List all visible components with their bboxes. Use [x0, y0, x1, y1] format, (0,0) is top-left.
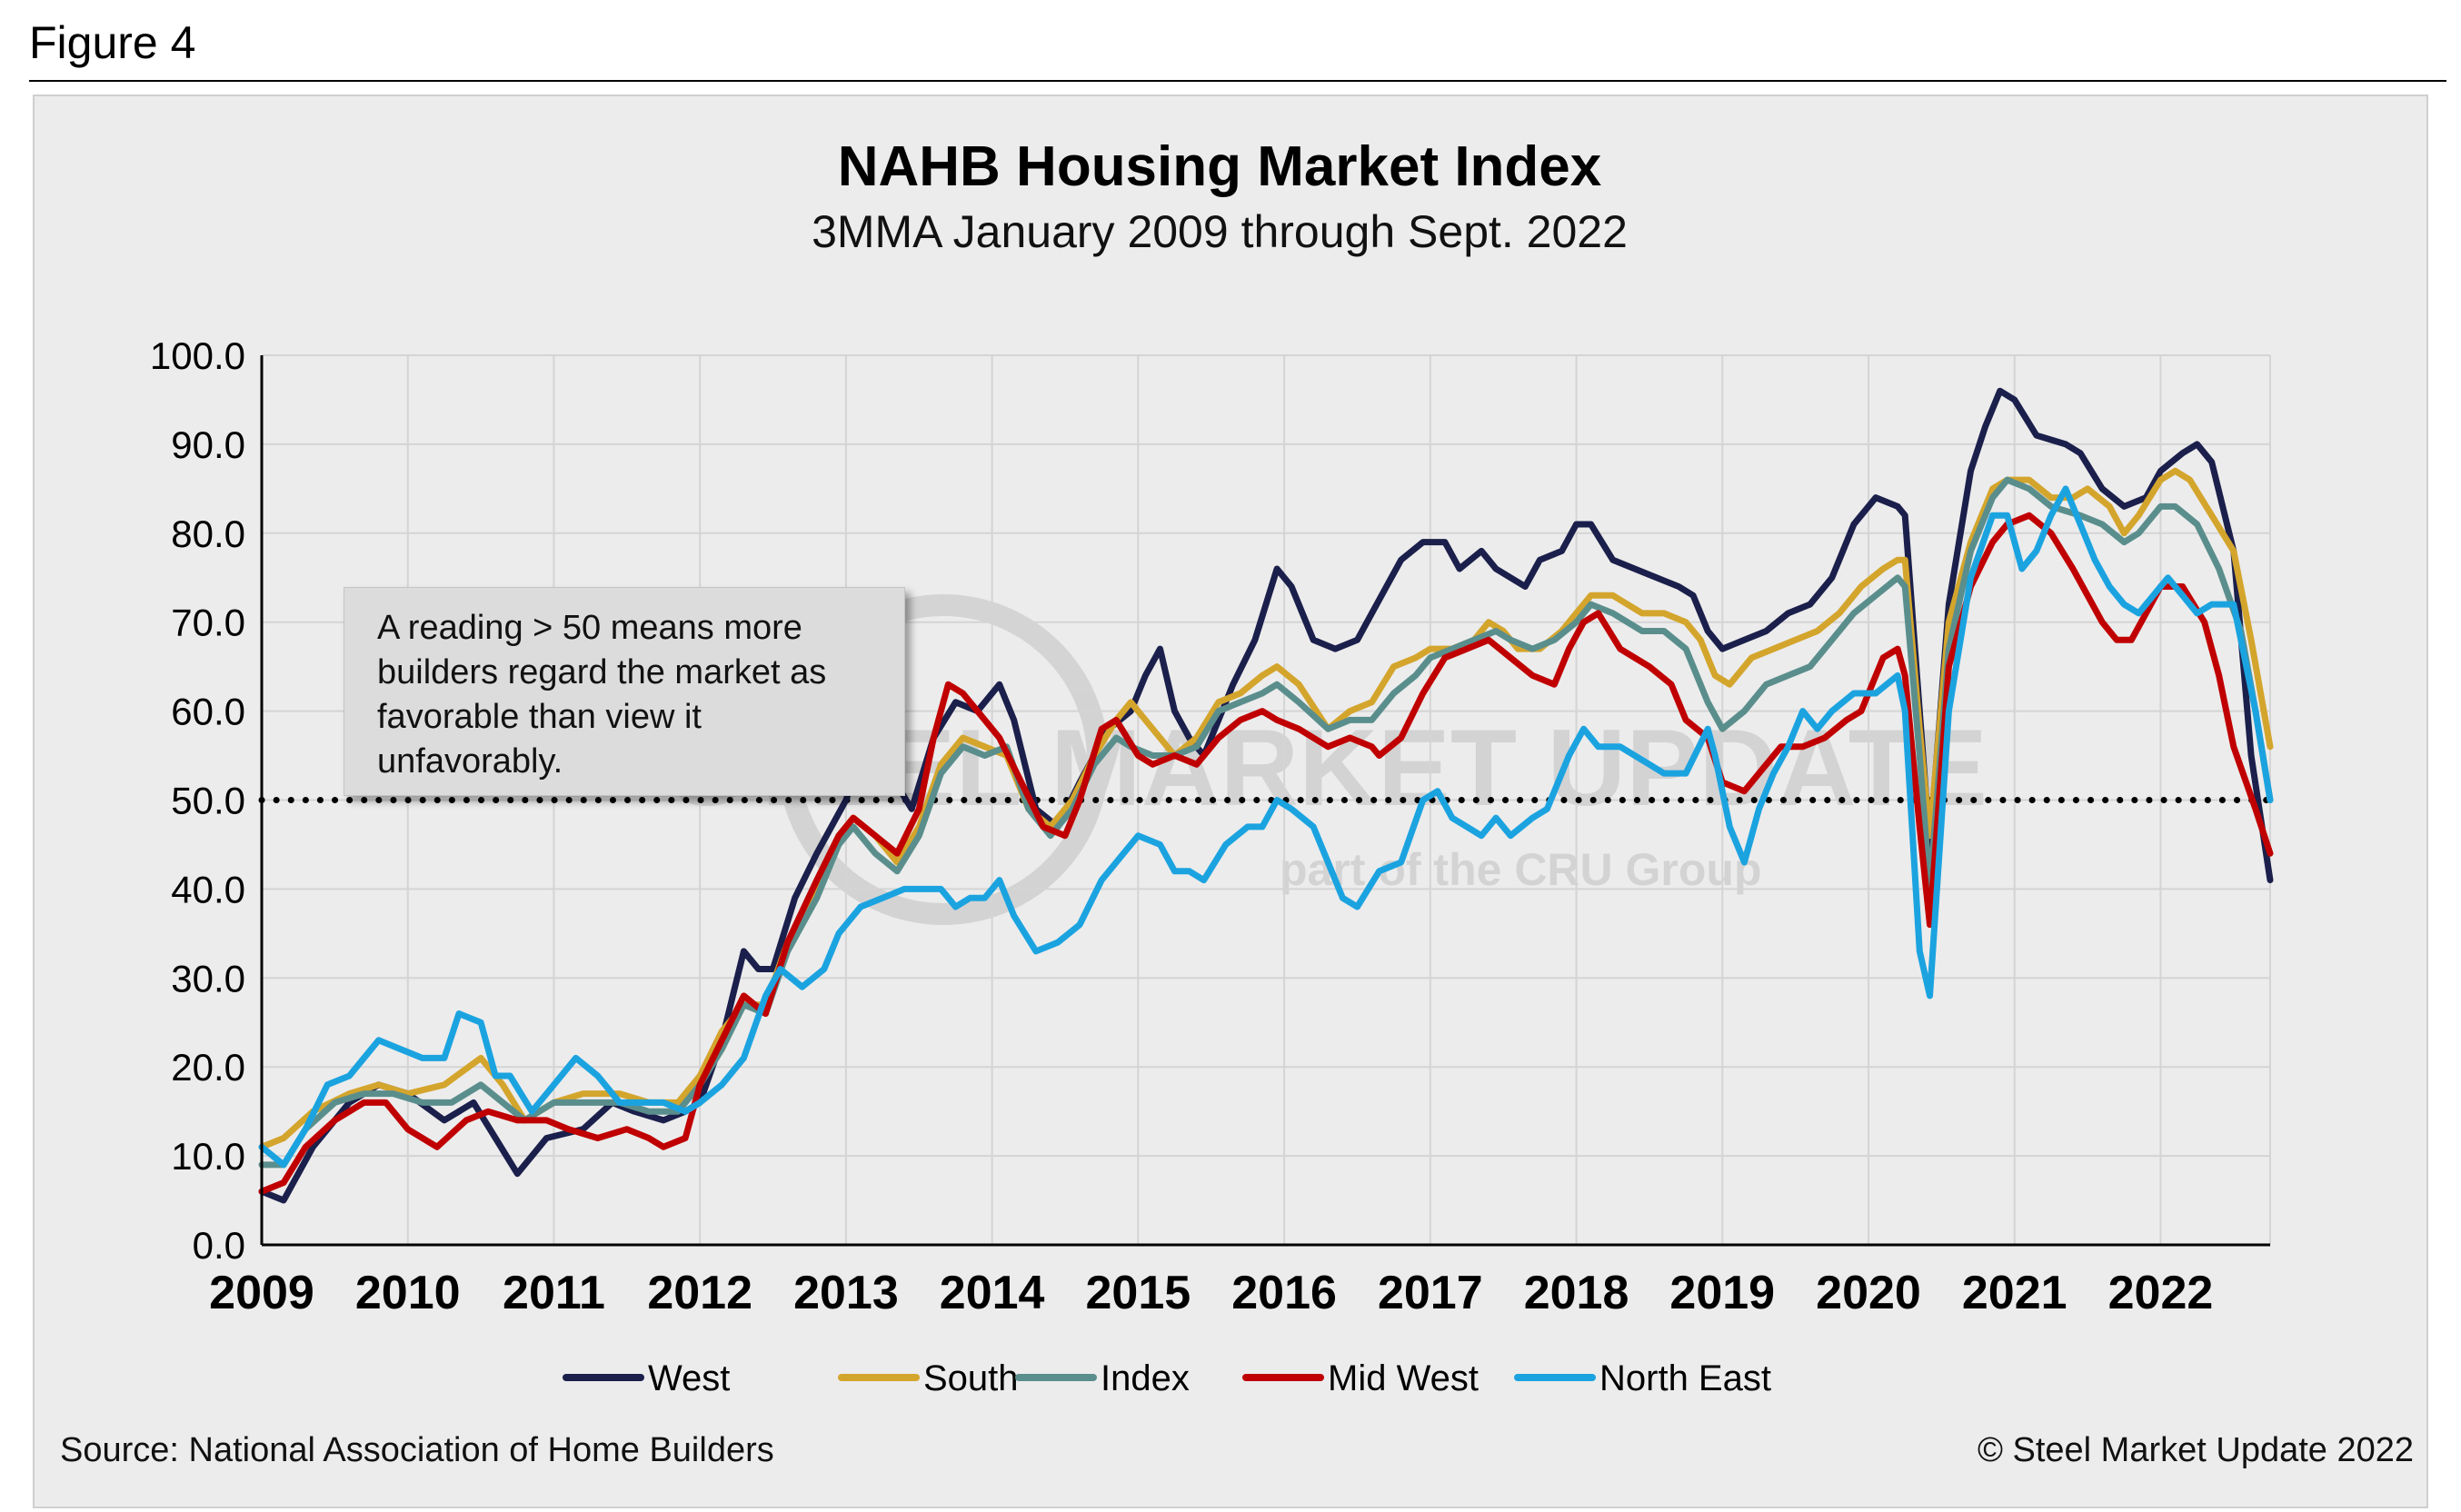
- figure-label: Figure 4: [29, 17, 196, 68]
- x-tick-label: 2009: [209, 1267, 314, 1319]
- y-tick-label: 90.0: [171, 423, 245, 466]
- x-tick-label: 2016: [1231, 1267, 1337, 1319]
- series-line-south: [258, 467, 2274, 1150]
- y-tick-label: 80.0: [171, 512, 245, 555]
- legend-label-mid-west: Mid West: [1328, 1358, 1479, 1398]
- annotation-text: A reading > 50 means more builders regar…: [377, 609, 827, 781]
- x-tick-label: 2018: [1524, 1267, 1629, 1319]
- x-tick-label: 2022: [2108, 1267, 2214, 1319]
- chart-subtitle: 3MMA January 2009 through Sept. 2022: [812, 206, 1628, 257]
- figure-divider: [29, 80, 2446, 82]
- y-tick-labels: 0.0 10.0 20.0 30.0 40.0 50.0 60.0 70.0 80.0 90.0 1…: [150, 334, 245, 1267]
- series-line-mid-west: [258, 512, 2274, 1195]
- y-tick-label: 10.0: [171, 1135, 245, 1178]
- source-note: Source: National Association of Home Bui…: [60, 1431, 774, 1469]
- chart-title: NAHB Housing Market Index: [838, 135, 1602, 198]
- x-tick-label: 2010: [355, 1267, 461, 1319]
- x-tick-label: 2014: [940, 1267, 1045, 1319]
- x-tick-label: 2011: [503, 1267, 605, 1319]
- legend-label-west: West: [648, 1358, 730, 1398]
- x-tick-label: 2013: [793, 1267, 899, 1319]
- series-line-index: [258, 476, 2274, 1169]
- y-tick-label: 50.0: [171, 780, 245, 822]
- series-line-west: [258, 387, 2274, 1204]
- x-tick-labels: 2009 2010 2011 2012 2013 2014 2015 2016 2017 2018…: [209, 1267, 2213, 1319]
- copyright-note: © Steel Market Update 2022: [1977, 1431, 2414, 1469]
- x-tick-label: 2020: [1816, 1267, 1921, 1319]
- series-group: [258, 387, 2274, 1204]
- x-tick-label: 2015: [1086, 1267, 1191, 1319]
- legend: West South Index Mid West North East: [563, 1358, 1771, 1398]
- y-tick-label: 20.0: [171, 1046, 245, 1089]
- x-tick-label: 2019: [1669, 1267, 1775, 1319]
- chart-panel: NAHB Housing Market Index 3MMA January 2…: [33, 94, 2428, 1508]
- y-tick-label: 60.0: [171, 691, 245, 733]
- x-tick-label: 2017: [1378, 1267, 1483, 1319]
- chart-svg: NAHB Housing Market Index 3MMA January 2…: [150, 135, 2274, 1398]
- y-tick-label: 0.0: [193, 1224, 245, 1267]
- annotation-box: A reading > 50 means more builders regar…: [344, 587, 905, 796]
- y-tick-label: 30.0: [171, 957, 245, 1000]
- x-tick-label: 2021: [1962, 1267, 2067, 1319]
- y-tick-label: 40.0: [171, 868, 245, 910]
- legend-label-north-east: North East: [1599, 1358, 1771, 1398]
- y-tick-label: 100.0: [150, 334, 245, 377]
- watermark-tagline: part of the CRU Group: [1280, 844, 1762, 895]
- series-line-north-east: [258, 485, 2274, 1169]
- legend-label-south: South: [923, 1358, 1019, 1398]
- y-tick-label: 70.0: [171, 602, 245, 644]
- legend-label-index: Index: [1101, 1358, 1190, 1398]
- x-tick-label: 2012: [647, 1267, 752, 1319]
- axes: [260, 355, 2270, 1247]
